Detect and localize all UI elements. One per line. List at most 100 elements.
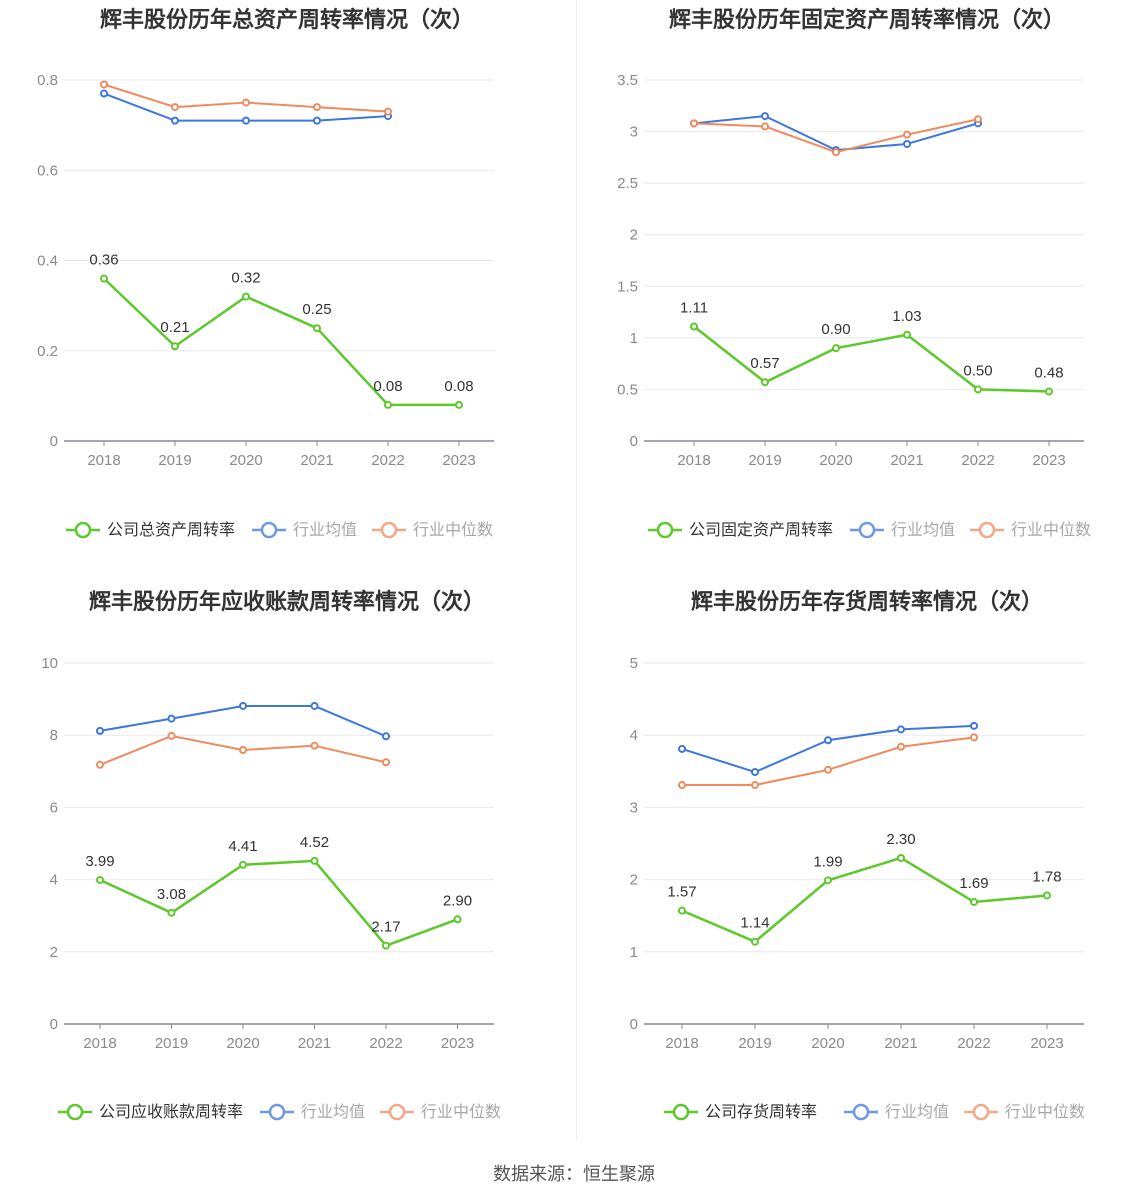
company-data-point xyxy=(239,860,247,869)
median-data-point xyxy=(171,103,179,112)
company-data-point xyxy=(690,322,698,331)
data-label: 4.41 xyxy=(228,838,257,855)
legend-item-avg: 行业均值 xyxy=(850,521,955,539)
panel-divider xyxy=(576,0,577,1140)
median-series-line xyxy=(682,736,975,787)
avg-data-point xyxy=(824,736,832,745)
median-series-line xyxy=(103,83,389,113)
legend-item-median: 行业中位数 xyxy=(372,521,493,539)
company-data-point xyxy=(96,875,104,884)
legend-label: 公司应收账款周转率 xyxy=(99,1102,243,1121)
y-tick-label: 0.8 xyxy=(37,72,58,89)
legend-circle-icon xyxy=(978,521,996,539)
company-data-point xyxy=(167,908,176,917)
y-tick-label: 6 xyxy=(50,799,58,816)
median-data-point xyxy=(751,781,759,790)
legend-item-company: 公司总资产周转率 xyxy=(66,521,235,539)
legend-circle-icon xyxy=(672,1103,690,1121)
y-tick-label: 0 xyxy=(50,1016,58,1033)
legend-item-company: 公司应收账款周转率 xyxy=(58,1102,243,1121)
company-data-point xyxy=(970,897,978,906)
chart-panel-fixed-asset-turnover: 辉丰股份历年固定资产周转率情况（次） 0 0.5 1 1.5 2 2.5 3 3.5 2018 20… xyxy=(580,0,1148,580)
total-asset-turnover-chart: 辉丰股份历年总资产周转率情况（次） 0 0.2 0.4 0.6 0.8 2018 2019 20… xyxy=(37,7,494,539)
legend-circle-icon xyxy=(380,521,398,539)
company-data-point xyxy=(974,385,982,394)
x-tick-label: 2021 xyxy=(890,452,923,469)
median-data-point xyxy=(382,758,390,767)
chart-title: 辉丰股份历年总资产周转率情况（次） xyxy=(100,7,474,32)
chart-panel-inventory-turnover: 辉丰股份历年存货周转率情况（次） 0 1 2 3 4 5 2018 2019 2020 2021 20… xyxy=(580,582,1148,1162)
y-tick-label: 5 xyxy=(630,655,638,672)
company-data-point xyxy=(832,344,840,353)
legend-circle-icon xyxy=(74,521,92,539)
legend-label: 公司存货周转率 xyxy=(705,1103,817,1121)
chart-title: 辉丰股份历年应收账款周转率情况（次） xyxy=(89,589,485,614)
x-tick-label: 2020 xyxy=(226,1035,259,1052)
data-label: 0.08 xyxy=(444,378,473,395)
data-label: 2.30 xyxy=(886,831,915,848)
y-tick-label: 2.5 xyxy=(617,175,638,192)
median-data-point xyxy=(310,741,319,750)
x-tick-label: 2019 xyxy=(748,452,781,469)
legend-item-company: 公司存货周转率 xyxy=(664,1103,817,1121)
avg-series-line xyxy=(99,704,387,738)
x-tick-label: 2020 xyxy=(811,1035,844,1052)
receivable-turnover-chart: 辉丰股份历年应收账款周转率情况（次） 0 2 4 6 8 10 2018 2019 2020 202… xyxy=(41,589,501,1121)
company-series-line xyxy=(99,859,458,947)
fixed-asset-turnover-chart: 辉丰股份历年固定资产周转率情况（次） 0 0.5 1 1.5 2 2.5 3 3.5 2018 20… xyxy=(617,7,1091,539)
legend-circle-icon xyxy=(858,521,876,539)
avg-data-point xyxy=(970,721,978,730)
avg-data-point xyxy=(310,701,319,710)
median-data-point xyxy=(832,148,840,157)
data-label: 1.11 xyxy=(680,300,708,317)
x-tick-label: 2019 xyxy=(155,1035,188,1052)
x-tick-label: 2023 xyxy=(441,1035,474,1052)
company-data-point xyxy=(751,937,759,946)
median-data-point xyxy=(384,107,392,116)
y-tick-label: 0 xyxy=(630,433,638,450)
legend-label: 行业中位数 xyxy=(1011,521,1091,539)
data-label: 0.25 xyxy=(302,301,331,318)
legend-item-median: 行业中位数 xyxy=(970,521,1091,539)
median-data-point xyxy=(824,765,832,774)
company-series-line xyxy=(681,856,1048,943)
median-data-point xyxy=(761,122,769,131)
x-tick-label: 2021 xyxy=(298,1035,331,1052)
data-label: 4.52 xyxy=(300,834,329,851)
data-label: 1.14 xyxy=(740,915,769,932)
y-tick-label: 0.5 xyxy=(617,381,638,398)
data-label: 0.50 xyxy=(963,362,992,379)
data-label: 3.08 xyxy=(157,886,186,903)
avg-data-point xyxy=(761,112,769,121)
y-tick-label: 2 xyxy=(630,227,638,244)
median-data-point xyxy=(974,115,982,124)
avg-series-line xyxy=(693,115,979,152)
chart-panel-total-asset-turnover: 辉丰股份历年总资产周转率情况（次） 0 0.2 0.4 0.6 0.8 2018 2019 20… xyxy=(0,0,574,580)
x-tick-label: 2018 xyxy=(665,1035,698,1052)
legend-circle-icon xyxy=(66,1103,84,1121)
company-data-point xyxy=(678,906,686,915)
legend-label: 行业均值 xyxy=(301,1103,365,1121)
x-tick-label: 2021 xyxy=(300,452,333,469)
y-tick-label: 0 xyxy=(50,433,58,450)
company-series-line xyxy=(693,325,1050,393)
x-tick-label: 2020 xyxy=(819,452,852,469)
data-source-label: 数据来源：恒生聚源 xyxy=(493,1164,655,1184)
data-label: 1.57 xyxy=(667,884,696,901)
chart-panel-receivable-turnover: 辉丰股份历年应收账款周转率情况（次） 0 2 4 6 8 10 2018 2019 2020 202… xyxy=(0,582,574,1162)
legend-circle-icon xyxy=(972,1103,990,1121)
legend-circle-icon xyxy=(656,521,674,539)
data-label: 0.57 xyxy=(750,355,779,372)
x-tick-label: 2020 xyxy=(229,452,262,469)
company-data-point xyxy=(761,378,769,387)
company-data-point xyxy=(897,853,905,862)
x-tick-label: 2022 xyxy=(369,1035,402,1052)
y-tick-label: 3 xyxy=(630,799,638,816)
legend-circle-icon xyxy=(388,1103,406,1121)
legend-label: 公司固定资产周转率 xyxy=(689,521,833,539)
y-tick-label: 0.2 xyxy=(37,343,58,360)
legend-item-median: 行业中位数 xyxy=(380,1103,501,1121)
median-data-point xyxy=(96,760,104,769)
legend-item-avg: 行业均值 xyxy=(844,1103,949,1121)
data-label: 3.99 xyxy=(85,853,114,870)
